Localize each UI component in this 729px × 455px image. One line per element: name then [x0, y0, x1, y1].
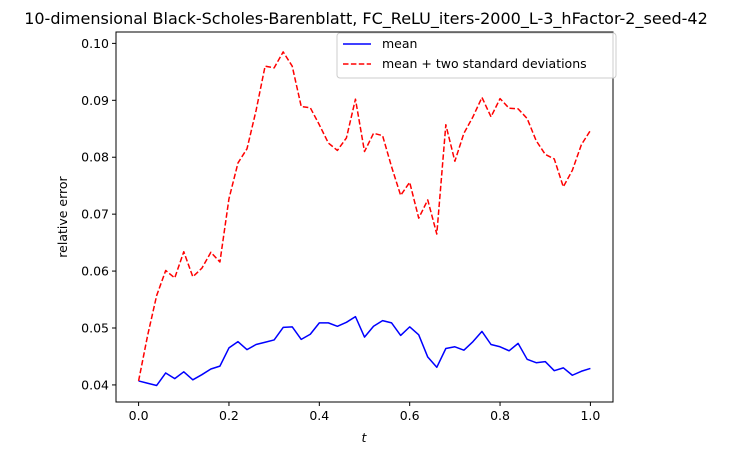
plot-frame — [115, 31, 614, 403]
x-tick-label: 0.4 — [309, 408, 329, 423]
chart-title: 10-dimensional Black-Scholes-Barenblatt,… — [24, 9, 708, 29]
y-tick-label: 0.10 — [81, 36, 109, 51]
legend-label-mean-plus-2sd: mean + two standard deviations — [382, 56, 587, 71]
y-axis: 0.04 0.05 0.06 0.07 0.08 0.09 0.10 — [81, 36, 116, 392]
x-tick-label: 0.8 — [490, 408, 510, 423]
legend-box — [336, 32, 617, 79]
y-axis-label: relative error — [55, 175, 70, 257]
legend: mean mean + two standard deviations — [336, 32, 617, 79]
y-tick-label: 0.08 — [81, 150, 109, 165]
series-line-mean — [138, 315, 591, 387]
plot-area — [115, 31, 614, 403]
y-tick-label: 0.04 — [81, 377, 109, 392]
series-line-mean-plus-2sd — [137, 51, 592, 382]
x-tick-label: 0.0 — [129, 408, 149, 423]
x-tick-label: 0.2 — [219, 408, 239, 423]
x-tick-label: 0.6 — [400, 408, 420, 423]
y-tick-label: 0.09 — [81, 93, 109, 108]
y-tick-label: 0.06 — [81, 264, 109, 279]
x-axis-label: t — [362, 430, 368, 445]
series-layer — [137, 51, 592, 387]
y-tick-label: 0.05 — [81, 321, 109, 336]
y-tick-label: 0.07 — [81, 207, 109, 222]
legend-label-mean: mean — [382, 36, 417, 51]
x-axis: 0.0 0.2 0.4 0.6 0.8 1.0 — [129, 402, 600, 423]
x-tick-label: 1.0 — [580, 408, 600, 423]
